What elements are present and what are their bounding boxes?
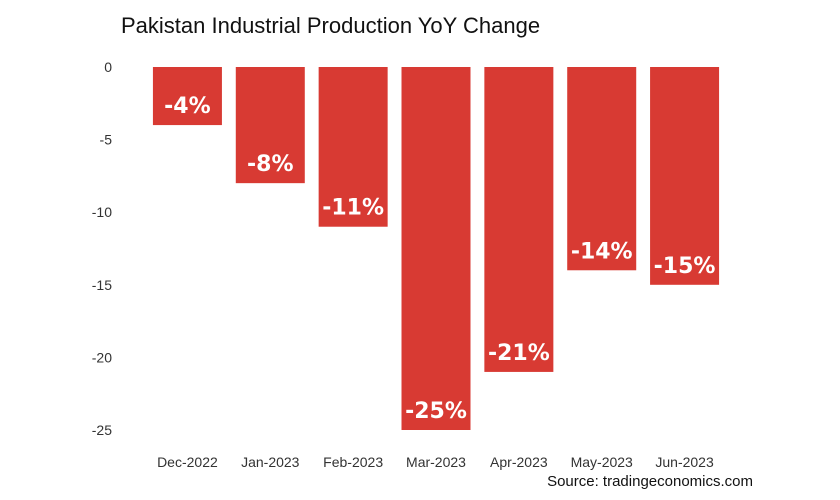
x-tick-label: Mar-2023 — [406, 454, 466, 470]
y-tick-label: -5 — [100, 132, 113, 148]
data-label: -21% — [488, 341, 550, 366]
data-label: -25% — [405, 399, 467, 424]
data-label: -11% — [322, 196, 384, 221]
bar — [235, 67, 305, 184]
x-tick-label: Jun-2023 — [655, 454, 714, 470]
bar — [152, 67, 222, 126]
bar — [650, 67, 720, 285]
x-tick-label: Apr-2023 — [490, 454, 548, 470]
y-axis: 0 -5 -10 -15 -20 -25 — [92, 59, 112, 438]
x-tick-label: Jan-2023 — [241, 454, 300, 470]
data-label: -15% — [654, 254, 716, 279]
y-tick-label: -20 — [92, 349, 112, 365]
y-tick-label: -10 — [92, 204, 112, 220]
data-label: -8% — [247, 152, 293, 177]
data-label: -4% — [164, 94, 210, 119]
bar — [567, 67, 637, 271]
bar — [484, 67, 554, 372]
x-tick-label: Dec-2022 — [157, 454, 218, 470]
bar — [401, 67, 471, 430]
y-tick-label: 0 — [104, 59, 112, 75]
bar — [318, 67, 388, 227]
chart-title: Pakistan Industrial Production YoY Chang… — [121, 13, 541, 38]
source-note: Source: tradingeconomics.com — [547, 473, 753, 490]
data-label: -14% — [571, 239, 633, 264]
y-tick-label: -15 — [92, 277, 112, 293]
y-tick-label: -25 — [92, 422, 112, 438]
data-labels: -4% -8% -11% -25% -21% -14% -15% — [164, 94, 715, 424]
x-axis: Dec-2022 Jan-2023 Feb-2023 Mar-2023 Apr-2023… — [157, 454, 714, 470]
bars — [152, 67, 720, 430]
x-tick-label: Feb-2023 — [323, 454, 383, 470]
x-tick-label: May-2023 — [571, 454, 633, 470]
